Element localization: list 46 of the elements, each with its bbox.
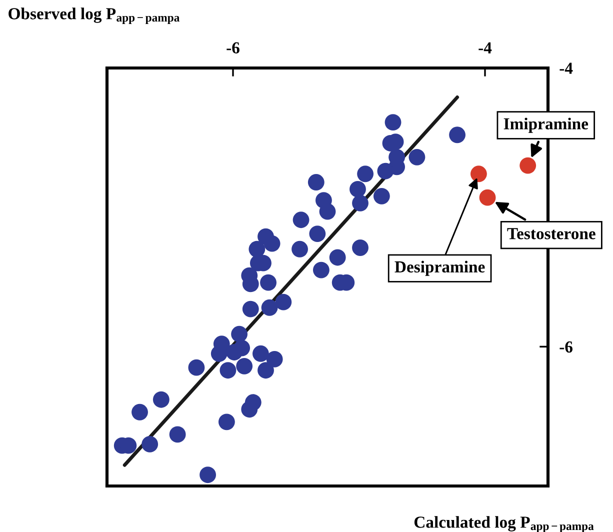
point <box>142 436 158 452</box>
point <box>275 294 292 310</box>
point <box>260 274 276 291</box>
point <box>384 114 402 131</box>
point <box>292 240 308 258</box>
point <box>377 162 394 180</box>
point <box>152 391 170 408</box>
point <box>408 148 426 166</box>
point <box>264 235 280 252</box>
point <box>352 194 368 212</box>
point <box>470 166 487 182</box>
point <box>231 326 248 342</box>
point <box>309 226 326 242</box>
point <box>329 249 346 266</box>
annotation: Desipramine <box>394 260 485 276</box>
point <box>352 240 368 256</box>
point <box>248 240 266 258</box>
point <box>236 358 253 374</box>
point <box>449 126 466 144</box>
point <box>261 299 278 316</box>
point <box>308 174 324 190</box>
point <box>241 401 258 418</box>
point <box>188 359 205 376</box>
point <box>319 203 336 220</box>
point <box>292 212 310 228</box>
point <box>373 188 390 204</box>
point <box>218 414 235 430</box>
point <box>258 362 274 379</box>
point <box>200 466 216 484</box>
point <box>479 189 496 206</box>
point <box>169 426 186 443</box>
point <box>242 300 259 318</box>
annotation: Testosterone <box>507 228 596 240</box>
y-axis-title: Observed log P$_{app−pampa}$ <box>8 8 180 24</box>
point <box>266 350 283 368</box>
annotation: Imipramine <box>504 118 588 133</box>
point <box>312 262 330 278</box>
point <box>252 345 269 362</box>
point <box>357 166 374 182</box>
point <box>132 404 148 420</box>
x-axis-title: Calculated log P$_{app−pampa}$ <box>414 516 594 532</box>
point <box>210 345 228 362</box>
point <box>220 362 236 379</box>
point <box>234 340 250 356</box>
point <box>520 157 536 174</box>
point <box>350 181 366 198</box>
